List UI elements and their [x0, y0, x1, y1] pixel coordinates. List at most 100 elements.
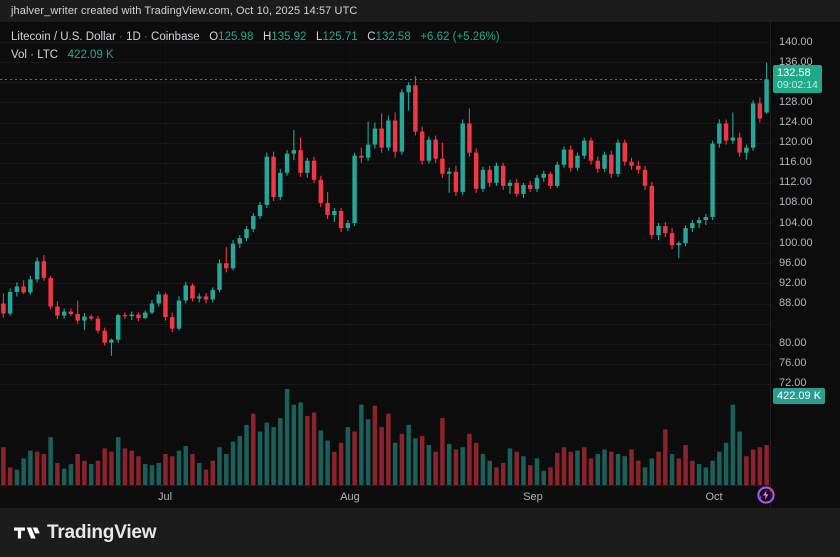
volume-bar	[487, 460, 492, 485]
legend-interval[interactable]: 1D	[126, 31, 141, 43]
volume-bar	[399, 433, 405, 485]
candle-body	[534, 177, 540, 189]
volume-bar	[730, 404, 736, 485]
candle-body	[717, 123, 722, 144]
grid-line	[0, 263, 770, 265]
volume-bar	[588, 458, 594, 485]
volume-bar	[278, 418, 283, 485]
grid-line	[0, 62, 770, 64]
grid-line	[0, 202, 770, 204]
candle-body	[95, 318, 101, 331]
candle-body	[656, 226, 661, 236]
volume-bar	[271, 427, 276, 485]
legend-volume-value: 422.09 K	[67, 49, 114, 61]
candle-body	[440, 158, 445, 174]
candle-wick	[83, 313, 85, 330]
legend-volume-label[interactable]: Vol · LTC	[11, 49, 59, 61]
candle-wick	[367, 121, 369, 161]
volume-bar	[237, 436, 243, 485]
candle-body	[446, 171, 452, 174]
last-price-value: 132.58	[777, 67, 811, 80]
candle-body	[683, 228, 688, 244]
grid-line	[0, 323, 770, 325]
volume-bar	[55, 462, 60, 485]
volume-bar	[359, 404, 364, 485]
volume-bar	[251, 413, 256, 485]
grid-line	[0, 343, 770, 345]
candle-body	[230, 243, 236, 269]
candle-body	[737, 137, 742, 153]
last-volume-badge: 422.09 K	[773, 387, 826, 404]
price-axis-tick: 88.00	[779, 297, 807, 309]
volume-bar	[413, 438, 418, 485]
candle-body	[61, 311, 67, 316]
volume-bar	[717, 451, 722, 485]
candlestick-and-volume-series	[1, 62, 769, 485]
legend-high-label: H	[262, 31, 272, 43]
volume-bar	[636, 460, 641, 485]
candle-wick	[509, 179, 511, 194]
volume-bar	[345, 427, 351, 485]
legend-sep-1: ·	[119, 31, 123, 43]
volume-bar	[419, 436, 425, 485]
chart-legend: Litecoin / U.S. Dollar · 1D · Coinbase O…	[11, 30, 500, 63]
promo-logo-icon	[755, 484, 777, 506]
grid-line	[0, 363, 770, 365]
volume-bar	[703, 467, 709, 485]
price-axis-tick: 136.00	[779, 55, 813, 68]
volume-bar	[467, 433, 472, 485]
candle-body	[480, 169, 486, 189]
candle-body	[21, 286, 26, 293]
candle-body	[744, 147, 749, 153]
month-separator	[165, 22, 166, 485]
grid-line	[0, 102, 770, 104]
current-price-line	[0, 79, 770, 81]
candle-body	[636, 165, 641, 170]
grid-line	[0, 142, 770, 144]
legend-volume-row: Vol · LTC 422.09 K	[11, 48, 500, 63]
volume-bar	[365, 419, 371, 485]
price-axis-tick: 104.00	[779, 216, 813, 229]
time-scale[interactable]: Jul Aug Sep Oct	[0, 485, 770, 508]
candle-body	[359, 155, 364, 158]
volume-bar	[696, 464, 702, 485]
candle-body	[136, 314, 141, 319]
candle-body	[311, 160, 317, 180]
volume-bar	[163, 453, 168, 485]
volume-bar	[244, 424, 249, 485]
chart-plot-area[interactable]	[0, 22, 770, 508]
candle-body	[696, 220, 702, 224]
volume-bar	[669, 453, 675, 485]
grid-line	[0, 383, 770, 385]
legend-low-value: 125.71	[322, 31, 358, 43]
volume-bar	[750, 449, 756, 485]
volume-bar	[656, 451, 661, 485]
volume-bar	[325, 440, 330, 485]
attribution-text: jhalver_writer created with TradingView.…	[0, 0, 840, 22]
candle-body	[582, 140, 587, 156]
candle-body	[34, 261, 40, 280]
candle-body	[210, 289, 215, 300]
volume-bar	[521, 456, 526, 485]
volume-bar	[176, 450, 182, 485]
price-scale[interactable]: 132.58 09:02:14 422.09 K 140.00 136.00 128…	[770, 22, 840, 508]
volume-bar	[183, 446, 188, 485]
chart-panel: Litecoin / U.S. Dollar · 1D · Coinbase O…	[0, 22, 840, 508]
candle-body	[507, 182, 513, 186]
month-separator	[533, 22, 534, 485]
volume-bar	[95, 460, 101, 485]
legend-symbol[interactable]: Litecoin / U.S. Dollar	[11, 31, 116, 43]
volume-bar	[210, 460, 215, 485]
candle-body	[595, 160, 600, 169]
legend-main-row: Litecoin / U.S. Dollar · 1D · Coinbase O…	[11, 30, 500, 45]
volume-bar	[217, 447, 222, 485]
price-axis-tick: 96.00	[779, 256, 807, 269]
candle-body	[609, 154, 614, 174]
price-axis-tick: 92.00	[779, 276, 807, 289]
legend-change: +6.62 (+5.26%)	[420, 31, 500, 43]
candle-body	[251, 216, 256, 230]
candle-body	[541, 173, 546, 178]
candle-body	[142, 312, 148, 319]
candle-body	[575, 155, 580, 168]
